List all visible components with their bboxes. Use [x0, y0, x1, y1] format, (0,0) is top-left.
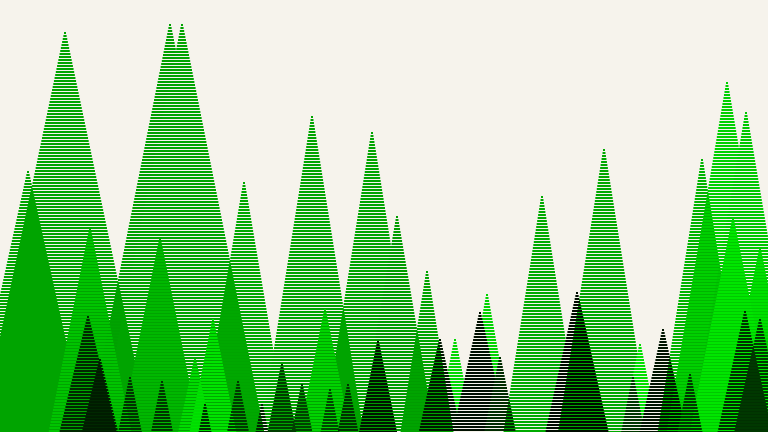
- tree: [545, 292, 609, 432]
- tree: [453, 312, 507, 431]
- tree: [734, 319, 768, 432]
- tree: [677, 374, 703, 432]
- tree: [359, 341, 397, 432]
- tree: [151, 381, 173, 431]
- tree: [320, 389, 340, 432]
- tree: [484, 357, 516, 431]
- tree: [621, 377, 645, 432]
- tree: [338, 384, 358, 431]
- tree: [118, 377, 142, 432]
- tree: [255, 404, 269, 432]
- tree: [639, 329, 687, 432]
- tree: [81, 359, 119, 432]
- tree: [292, 384, 312, 431]
- tree: [198, 404, 212, 432]
- tree: [227, 381, 249, 431]
- tree: [267, 364, 297, 432]
- tree: [419, 339, 461, 431]
